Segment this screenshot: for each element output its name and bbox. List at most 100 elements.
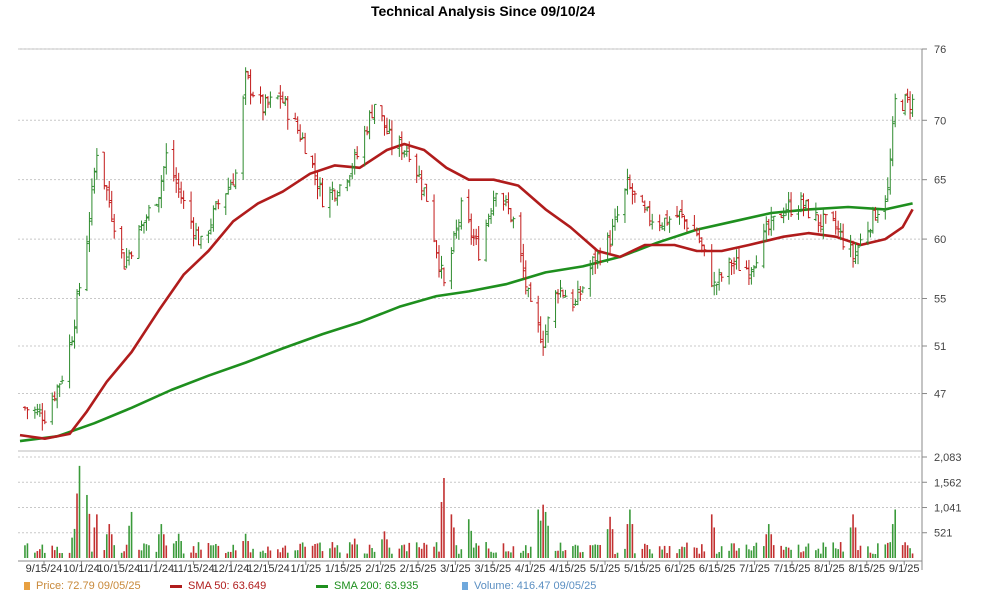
volume-bar (522, 550, 525, 558)
volume-bar (418, 547, 420, 558)
volume-bar (294, 550, 297, 558)
volume-bar (676, 553, 678, 558)
volume-bar (524, 545, 527, 558)
volume-bar (125, 544, 128, 558)
volume-bar (76, 493, 78, 558)
price-tick-label: 60 (934, 234, 946, 246)
volume-bar (537, 509, 539, 558)
x-tick-label: 11/1/24 (138, 563, 174, 575)
volume-bar (299, 543, 301, 558)
x-tick-label: 7/15/25 (774, 563, 811, 575)
volume-bar (629, 509, 631, 558)
volume-bar (770, 534, 773, 558)
volume-bar (616, 552, 619, 558)
legend-sma50-label: SMA 50: 63.649 (188, 580, 267, 592)
volume-bar (453, 527, 455, 558)
volume-bar (423, 542, 425, 558)
volume-bar (329, 548, 331, 558)
volume-bar (753, 546, 755, 558)
volume-bar (386, 539, 388, 558)
volume-bar (401, 545, 403, 558)
volume-bar (849, 527, 852, 558)
volume-bar (39, 549, 41, 558)
volume-bar (596, 544, 599, 558)
volume-bar (872, 553, 874, 558)
volume-bar (661, 549, 663, 558)
x-tick-label: 12/1/24 (213, 563, 250, 575)
x-tick-label: 6/15/25 (699, 563, 736, 575)
volume-bar (388, 547, 391, 558)
volume-bar (529, 546, 532, 558)
legend-volume-label: Volume: 416.47 09/05/25 (474, 580, 597, 592)
volume-bar (34, 552, 36, 558)
volume-bar (405, 551, 408, 558)
volume-bar (591, 545, 594, 558)
volume-bar (180, 541, 182, 558)
price-bars (22, 67, 915, 431)
volume-bar (458, 553, 460, 558)
volume-bar (259, 551, 262, 558)
volume-bar (78, 465, 81, 558)
volume-axis: 521 1,041 1,562 2,083 (18, 452, 962, 562)
volume-bar (470, 530, 473, 558)
volume-bar (163, 534, 165, 558)
volume-bar (772, 545, 775, 558)
volume-bar (71, 537, 73, 558)
volume-bar (527, 553, 530, 558)
volume-bar (547, 525, 549, 558)
volume-bar (911, 553, 914, 558)
volume-bar (852, 514, 854, 558)
volume-bar (502, 543, 505, 558)
volume-bar (197, 542, 200, 558)
chart-title: Technical Analysis Since 09/10/24 (371, 3, 595, 19)
x-tick-label: 2/15/25 (400, 563, 437, 575)
volume-bar (165, 545, 168, 558)
volume-bar (348, 542, 351, 558)
x-tick-label: 3/15/25 (474, 563, 511, 575)
volume-bar (544, 511, 547, 558)
volume-bar (366, 553, 368, 558)
x-tick-label: 2/1/25 (365, 563, 396, 575)
volume-bar (56, 546, 58, 558)
volume-bar (232, 544, 235, 558)
volume-bar (624, 548, 626, 558)
volume-bar (703, 551, 706, 558)
volume-bar (869, 552, 872, 558)
volume-bar (800, 552, 802, 558)
volume-bar (698, 553, 701, 558)
volume-bar (904, 542, 906, 558)
volume-bar (765, 534, 768, 558)
volume-bar (443, 477, 445, 558)
price-tick-label: 51 (934, 341, 946, 353)
volume-bar (113, 545, 116, 558)
legend-sma200-swatch (316, 584, 328, 588)
volume-bar (267, 546, 269, 558)
legend-sma50: SMA 50: 63.649 (170, 580, 266, 592)
legend-price-swatch (24, 582, 30, 591)
volume-bar (718, 552, 720, 558)
price-tick-label: 55 (934, 293, 946, 305)
volume-bar (713, 527, 716, 558)
volume-bar (190, 552, 192, 558)
legend-price: Price: 72.79 09/05/25 (24, 580, 141, 592)
x-tick-label: 8/1/25 (814, 563, 845, 575)
volume-bar (279, 552, 282, 558)
volume-bar (339, 552, 341, 558)
x-tick-label: 7/1/25 (739, 563, 770, 575)
volume-bar (177, 533, 180, 558)
volume-bar (631, 524, 634, 558)
volume-bar (242, 541, 244, 558)
volume-bar (316, 543, 319, 558)
x-tick-label: 10/1/24 (63, 563, 100, 575)
volume-bar (735, 550, 738, 558)
volume-bar (542, 504, 544, 558)
volume-bar (651, 553, 654, 558)
volume-bar (244, 533, 247, 558)
volume-bar (331, 542, 334, 558)
sma50-path (19, 142, 914, 440)
volume-bar (877, 543, 879, 558)
volume-bar (160, 524, 163, 558)
volume-bar (505, 551, 507, 558)
volume-bar (368, 544, 371, 558)
volume-bar (738, 548, 740, 558)
